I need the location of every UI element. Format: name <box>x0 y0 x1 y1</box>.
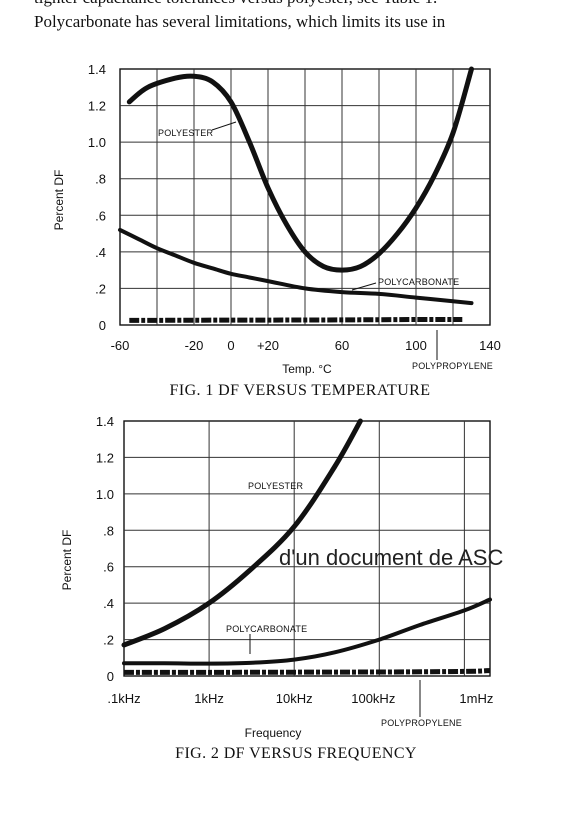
fig2-y-tick-label: 0 <box>107 669 114 684</box>
fig2-polycarbonate-label: POLYCARBONATE <box>226 624 307 634</box>
fig2-polypropylene-line <box>124 668 491 675</box>
fig1-x-tick-label: 60 <box>335 338 349 353</box>
fig1-x-tick-label: 0 <box>227 338 234 353</box>
fig1-y-tick-label: .4 <box>95 245 106 260</box>
fig1-x-tick-label: -60 <box>111 338 130 353</box>
fig1-y-tick-label: .2 <box>95 281 106 296</box>
fig2-y-tick-label: .2 <box>103 633 114 648</box>
fig2-y-tick-label: 1.4 <box>96 414 114 429</box>
fig1-polypropylene-line <box>129 316 463 323</box>
fig1-y-tick-label: 1.0 <box>88 135 106 150</box>
fig2-frame <box>123 420 491 677</box>
fig2-y-axis-label: Percent DF <box>60 530 74 591</box>
fig2-y-tick-label: 1.2 <box>96 450 114 465</box>
fig1-polyester-line <box>126 66 474 273</box>
fig2-polypropylene-label: POLYPROPYLENE <box>381 718 462 728</box>
fig1-y-tick-label: 0 <box>99 318 106 333</box>
fig1-y-axis-label: Percent DF <box>52 170 66 231</box>
fig2-x-tick-label: 1mHz <box>459 691 493 706</box>
fig2-polyester-line <box>121 418 363 648</box>
fig1-x-ticks: -60 -20 0 +20 60 100 140 <box>111 338 501 353</box>
fig2-y-tick-label: .4 <box>103 596 114 611</box>
fig2-y-tick-label: .8 <box>103 523 114 538</box>
fig2-x-tick-label: .1kHz <box>107 691 140 706</box>
fig2-y-tick-label: .6 <box>103 560 114 575</box>
fig1-y-ticks: 0 .2 .4 .6 .8 1.0 1.2 1.4 <box>88 62 106 333</box>
fig2-x-tick-label: 10kHz <box>276 691 313 706</box>
fig1-polypropylene-label: POLYPROPYLENE <box>412 361 493 371</box>
fig1-chart: 0 .2 .4 .6 .8 1.0 1.2 1.4 -60 -20 0 +20 60 100 140 PO… <box>52 62 501 399</box>
body-text-line-2: Polycarbonate has several limitations, w… <box>34 12 446 31</box>
fig1-polycarbonate-line <box>118 227 474 306</box>
fig2-polyester-label: POLYESTER <box>248 481 303 491</box>
fig1-polyester-leader <box>211 121 237 131</box>
fig2-x-axis-label: Frequency <box>245 726 302 740</box>
fig1-x-tick-label: -20 <box>185 338 204 353</box>
fig1-polyester-label: POLYESTER <box>158 128 213 138</box>
body-text-line-1: tighter capacitance tolerances versus po… <box>34 0 437 9</box>
fig1-y-tick-label: .8 <box>95 172 106 187</box>
watermark-text: d'un document de ASC <box>279 545 503 570</box>
fig2-x-ticks: .1kHz 1kHz 10kHz 100kHz 1mHz <box>107 691 493 706</box>
fig2-caption: FIG. 2 DF VERSUS FREQUENCY <box>175 745 417 762</box>
fig1-x-tick-label: 100 <box>405 338 427 353</box>
fig1-caption: FIG. 1 DF VERSUS TEMPERATURE <box>170 382 431 399</box>
fig1-y-tick-label: 1.4 <box>88 62 106 77</box>
fig2-y-ticks: 0 .2 .4 .6 .8 1.0 1.2 1.4 <box>96 414 114 684</box>
fig2-x-tick-label: 100kHz <box>351 691 395 706</box>
fig1-x-tick-label: +20 <box>257 338 279 353</box>
fig1-polycarbonate-leader <box>351 282 377 291</box>
fig2-chart: 0 .2 .4 .6 .8 1.0 1.2 1.4 .1kHz 1kHz 10kHz 100kHz 1… <box>60 414 503 762</box>
fig2-y-tick-label: 1.0 <box>96 487 114 502</box>
fig1-y-tick-label: .6 <box>95 208 106 223</box>
fig1-polycarbonate-label: POLYCARBONATE <box>378 277 459 287</box>
fig1-x-tick-label: 140 <box>479 338 501 353</box>
fig2-gridlines <box>124 421 490 676</box>
fig2-polycarbonate-line <box>122 597 492 666</box>
fig1-y-tick-label: 1.2 <box>88 99 106 114</box>
fig2-x-tick-label: 1kHz <box>194 691 224 706</box>
fig1-x-axis-label: Temp. °C <box>282 362 332 376</box>
